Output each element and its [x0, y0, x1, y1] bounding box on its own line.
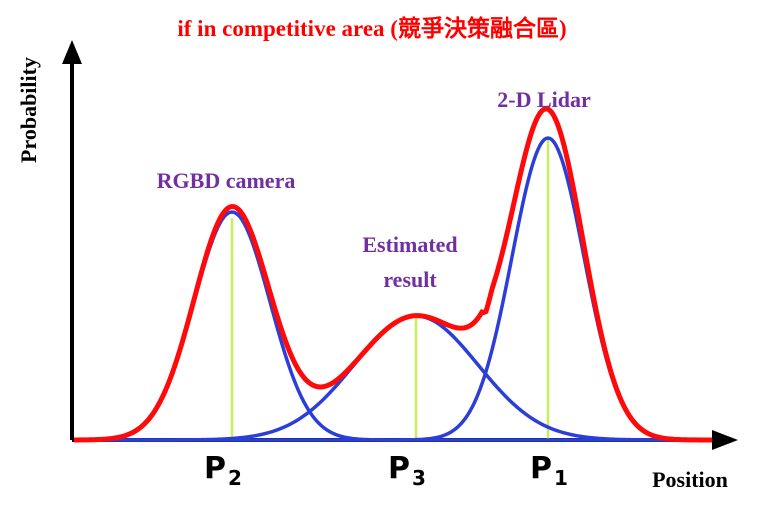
point-label-p1: P 1: [530, 451, 568, 490]
svg-text:P: P: [388, 451, 410, 486]
x-axis-label: Position: [652, 467, 728, 492]
estimated-label-line2: result: [383, 267, 437, 292]
y-axis-label: Probability: [16, 57, 41, 163]
svg-text:P: P: [204, 451, 226, 486]
estimated-label-line1: Estimated: [362, 232, 457, 257]
svg-text:2: 2: [228, 466, 242, 490]
x-axis-arrow-icon: [712, 430, 738, 450]
svg-text:3: 3: [412, 466, 426, 490]
lidar-label: 2-D Lidar: [497, 87, 591, 112]
svg-text:P: P: [530, 451, 552, 486]
point-label-p2: P 2: [204, 451, 242, 490]
y-axis-arrow-icon: [62, 40, 82, 64]
point-label-p3: P 3: [388, 451, 426, 490]
fused-probability-curve: [73, 106, 712, 443]
diagram-title: if in competitive area (競爭決策融合區): [177, 15, 566, 41]
svg-text:1: 1: [554, 466, 568, 490]
rgbd-camera-label: RGBD camera: [157, 168, 296, 193]
